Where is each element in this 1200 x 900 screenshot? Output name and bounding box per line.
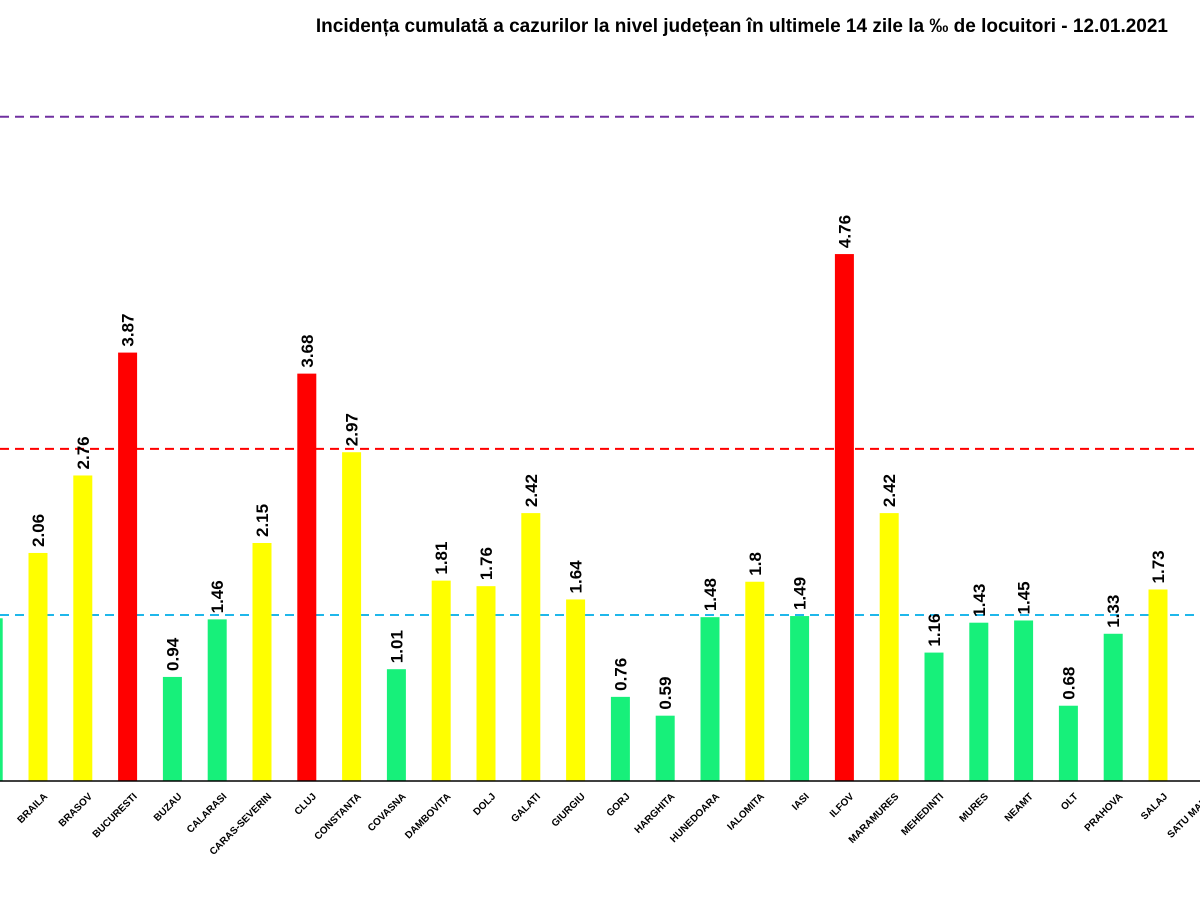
x-tick-label: SATU MARE bbox=[1166, 791, 1200, 841]
value-label-brasov: 2.76 bbox=[74, 436, 93, 469]
bar-covasna bbox=[386, 669, 406, 781]
bar-giurgiu bbox=[566, 599, 586, 781]
bar-constanta bbox=[342, 452, 362, 781]
x-tick-label: ILFOV bbox=[828, 791, 857, 820]
value-label-hunedoara: 1.48 bbox=[701, 578, 720, 611]
bar-prahova bbox=[1103, 633, 1123, 781]
bar-salaj bbox=[1148, 589, 1168, 781]
x-tick-label: BRASOV bbox=[57, 791, 95, 829]
value-label-maramures: 2.42 bbox=[880, 474, 899, 507]
bar-ilfov bbox=[834, 254, 854, 781]
value-label-dolj: 1.76 bbox=[477, 547, 496, 580]
x-tick-label: GIURGIU bbox=[550, 791, 588, 829]
value-label-calarasi: 1.46 bbox=[208, 580, 227, 613]
value-label-salaj: 1.73 bbox=[1149, 550, 1168, 583]
x-tick-label: SALAJ bbox=[1139, 791, 1170, 822]
value-label-ialomita: 1.8 bbox=[746, 552, 765, 576]
x-tick-label: MURES bbox=[958, 791, 992, 825]
x-tick-label: IALOMITA bbox=[725, 791, 766, 832]
bar-brasov bbox=[73, 475, 93, 781]
x-tick-label: DOLJ bbox=[471, 791, 498, 818]
value-label-constanta: 2.97 bbox=[343, 413, 362, 446]
x-tick-label: DAMBOVITA bbox=[403, 791, 453, 841]
value-label-braila: 2.06 bbox=[29, 514, 48, 547]
bar-gorj bbox=[610, 696, 630, 781]
value-label-buzau: 0.94 bbox=[163, 637, 182, 671]
value-label-gorj: 0.76 bbox=[611, 658, 630, 691]
x-tick-label: PRAHOVA bbox=[1083, 791, 1126, 834]
bar-maramures bbox=[879, 513, 899, 781]
bar-braila bbox=[28, 552, 48, 781]
chart-title: Incidența cumulată a cazurilor la nivel … bbox=[315, 16, 1168, 37]
value-label-covasna: 1.01 bbox=[387, 630, 406, 663]
bar-partial bbox=[0, 618, 3, 781]
value-label-cluj: 3.68 bbox=[298, 335, 317, 368]
bar-buzau bbox=[162, 676, 182, 781]
x-tick-label: MEHEDINTI bbox=[899, 791, 946, 838]
reference-lines bbox=[0, 115, 1200, 616]
x-tick-label: COVASNA bbox=[366, 791, 409, 834]
bar-dolj bbox=[476, 586, 496, 781]
x-tick-label: IASI bbox=[790, 791, 812, 813]
value-label-neamt: 1.45 bbox=[1015, 581, 1034, 614]
value-label-mehedinti: 1.16 bbox=[925, 613, 944, 646]
bar-iasi bbox=[790, 616, 810, 781]
x-tick-label: CLUJ bbox=[293, 791, 319, 817]
bars-group: 1.47 2.06 2.76 3.87 0.94 1.46 2.15 3.68 2.97 1.01… bbox=[0, 215, 1168, 781]
bar-harghita bbox=[655, 715, 675, 781]
bar-calarasi bbox=[207, 619, 227, 781]
value-label-bucuresti: 3.87 bbox=[119, 313, 138, 346]
x-tick-label: NEAMT bbox=[1003, 791, 1036, 824]
value-label-caras-severin: 2.15 bbox=[253, 504, 272, 537]
x-tick-label: CONSTANTA bbox=[313, 791, 364, 842]
x-tick-label: BUZAU bbox=[152, 791, 185, 824]
bar-mures bbox=[969, 622, 989, 781]
value-label-olt: 0.68 bbox=[1059, 667, 1078, 700]
x-tick-label: CALARASI bbox=[185, 791, 229, 835]
value-label-iasi: 1.49 bbox=[791, 577, 810, 610]
bar-cluj bbox=[297, 373, 317, 781]
bar-ialomita bbox=[745, 581, 765, 781]
bar-galati bbox=[521, 513, 541, 781]
bar-olt bbox=[1058, 705, 1078, 781]
x-tick-label: BRAILA bbox=[16, 791, 50, 825]
value-label-mures: 1.43 bbox=[970, 584, 989, 617]
value-label-harghita: 0.59 bbox=[656, 677, 675, 710]
value-label-dambovita: 1.81 bbox=[432, 542, 451, 575]
bar-mehedinti bbox=[924, 652, 944, 781]
x-tick-label: GORJ bbox=[605, 791, 633, 819]
bar-dambovita bbox=[431, 580, 451, 781]
x-tick-label: GALATI bbox=[509, 791, 543, 825]
bar-bucuresti bbox=[118, 352, 138, 781]
value-label-partial: 1.47 bbox=[0, 579, 3, 612]
value-label-ilfov: 4.76 bbox=[835, 215, 854, 248]
value-label-prahova: 1.33 bbox=[1104, 595, 1123, 628]
bar-hunedoara bbox=[700, 617, 720, 781]
x-tick-label: HARGHITA bbox=[633, 791, 678, 836]
value-label-galati: 2.42 bbox=[522, 474, 541, 507]
bar-caras-severin bbox=[252, 542, 272, 781]
x-tick-label: OLT bbox=[1059, 791, 1080, 812]
bar-neamt bbox=[1014, 620, 1034, 781]
value-label-giurgiu: 1.64 bbox=[567, 560, 586, 594]
x-tick-label: BUCURESTI bbox=[91, 791, 140, 840]
